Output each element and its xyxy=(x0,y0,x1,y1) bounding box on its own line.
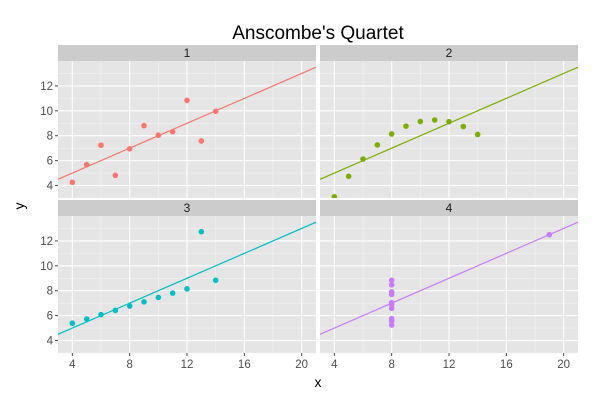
data-point-4-11 xyxy=(388,301,395,308)
data-point-4-4 xyxy=(388,277,395,284)
data-point-1-3 xyxy=(198,138,205,144)
y-tick-label: 8 xyxy=(47,286,53,298)
data-point-2-11 xyxy=(345,173,352,180)
fit-line-4 xyxy=(320,221,578,335)
facet-label-2: 2 xyxy=(446,46,453,60)
data-point-3-9 xyxy=(184,286,190,292)
data-point-1-10 xyxy=(112,172,119,179)
data-point-1-5 xyxy=(169,128,176,135)
data-point-3-5 xyxy=(169,290,176,296)
data-point-3-1 xyxy=(155,294,162,301)
data-point-4-9 xyxy=(388,318,395,324)
data-point-3-4 xyxy=(141,299,147,305)
data-point-1-9 xyxy=(184,97,190,104)
x-tick-label: 12 xyxy=(443,359,456,371)
x-tick-label: 4 xyxy=(69,359,76,371)
x-axis-title: x xyxy=(315,374,322,390)
data-point-2-2 xyxy=(388,131,395,137)
facet-strip-2 xyxy=(320,45,578,61)
data-point-1-1 xyxy=(155,132,162,139)
data-point-2-8 xyxy=(331,193,338,198)
data-point-1-7 xyxy=(98,142,104,148)
data-point-2-6 xyxy=(474,131,481,138)
data-point-2-5 xyxy=(431,117,438,123)
data-point-3-6 xyxy=(212,277,219,284)
x-tick-label: 20 xyxy=(295,359,308,371)
chart-title: Anscombe's Quartet xyxy=(232,23,404,44)
facet-strip-4 xyxy=(320,200,578,216)
y-tick-label: 10 xyxy=(40,106,53,118)
y-tick-label: 8 xyxy=(47,131,53,143)
data-point-2-1 xyxy=(417,118,424,125)
data-point-2-9 xyxy=(446,118,452,125)
x-tick-label: 8 xyxy=(388,359,394,371)
facet-strip-1 xyxy=(58,45,316,61)
facet-label-1: 1 xyxy=(184,46,191,60)
x-tick-label: 16 xyxy=(500,359,513,371)
data-point-2-7 xyxy=(360,156,366,162)
x-tick-label: 12 xyxy=(181,359,194,371)
data-point-1-2 xyxy=(126,146,133,152)
data-point-3-8 xyxy=(69,320,76,327)
data-point-1-4 xyxy=(141,122,147,129)
data-point-4-8 xyxy=(546,231,553,238)
facet-label-4: 4 xyxy=(446,201,453,215)
data-point-4-7 xyxy=(388,322,395,328)
data-point-2-3 xyxy=(460,123,467,130)
x-tick-label: 20 xyxy=(557,359,570,371)
x-tick-label: 16 xyxy=(238,359,251,371)
y-tick-label: 6 xyxy=(47,311,53,323)
y-tick-label: 12 xyxy=(40,236,53,248)
data-point-3-11 xyxy=(83,316,90,322)
data-point-1-11 xyxy=(83,161,90,168)
x-tick-label: 8 xyxy=(126,359,132,371)
data-point-4-5 xyxy=(388,282,395,288)
y-tick-label: 12 xyxy=(40,81,53,93)
data-point-4-10 xyxy=(388,289,395,295)
facet-label-3: 3 xyxy=(184,201,191,215)
data-point-2-4 xyxy=(403,123,409,129)
y-tick-label: 10 xyxy=(40,261,53,273)
facet-strip-3 xyxy=(58,200,316,216)
data-point-3-2 xyxy=(126,303,133,309)
data-point-3-10 xyxy=(112,307,119,314)
data-point-3-3 xyxy=(198,228,205,235)
x-tick-label: 4 xyxy=(331,359,338,371)
data-point-1-6 xyxy=(212,108,219,115)
data-point-1-8 xyxy=(69,179,76,186)
y-axis-title: y xyxy=(11,203,27,210)
fit-line-1 xyxy=(58,66,316,180)
y-tick-label: 4 xyxy=(47,336,54,348)
data-point-3-7 xyxy=(98,311,104,318)
y-tick-label: 4 xyxy=(47,181,54,193)
y-tick-label: 6 xyxy=(47,156,53,168)
data-point-4-1 xyxy=(388,305,395,312)
data-point-2-10 xyxy=(374,142,381,148)
